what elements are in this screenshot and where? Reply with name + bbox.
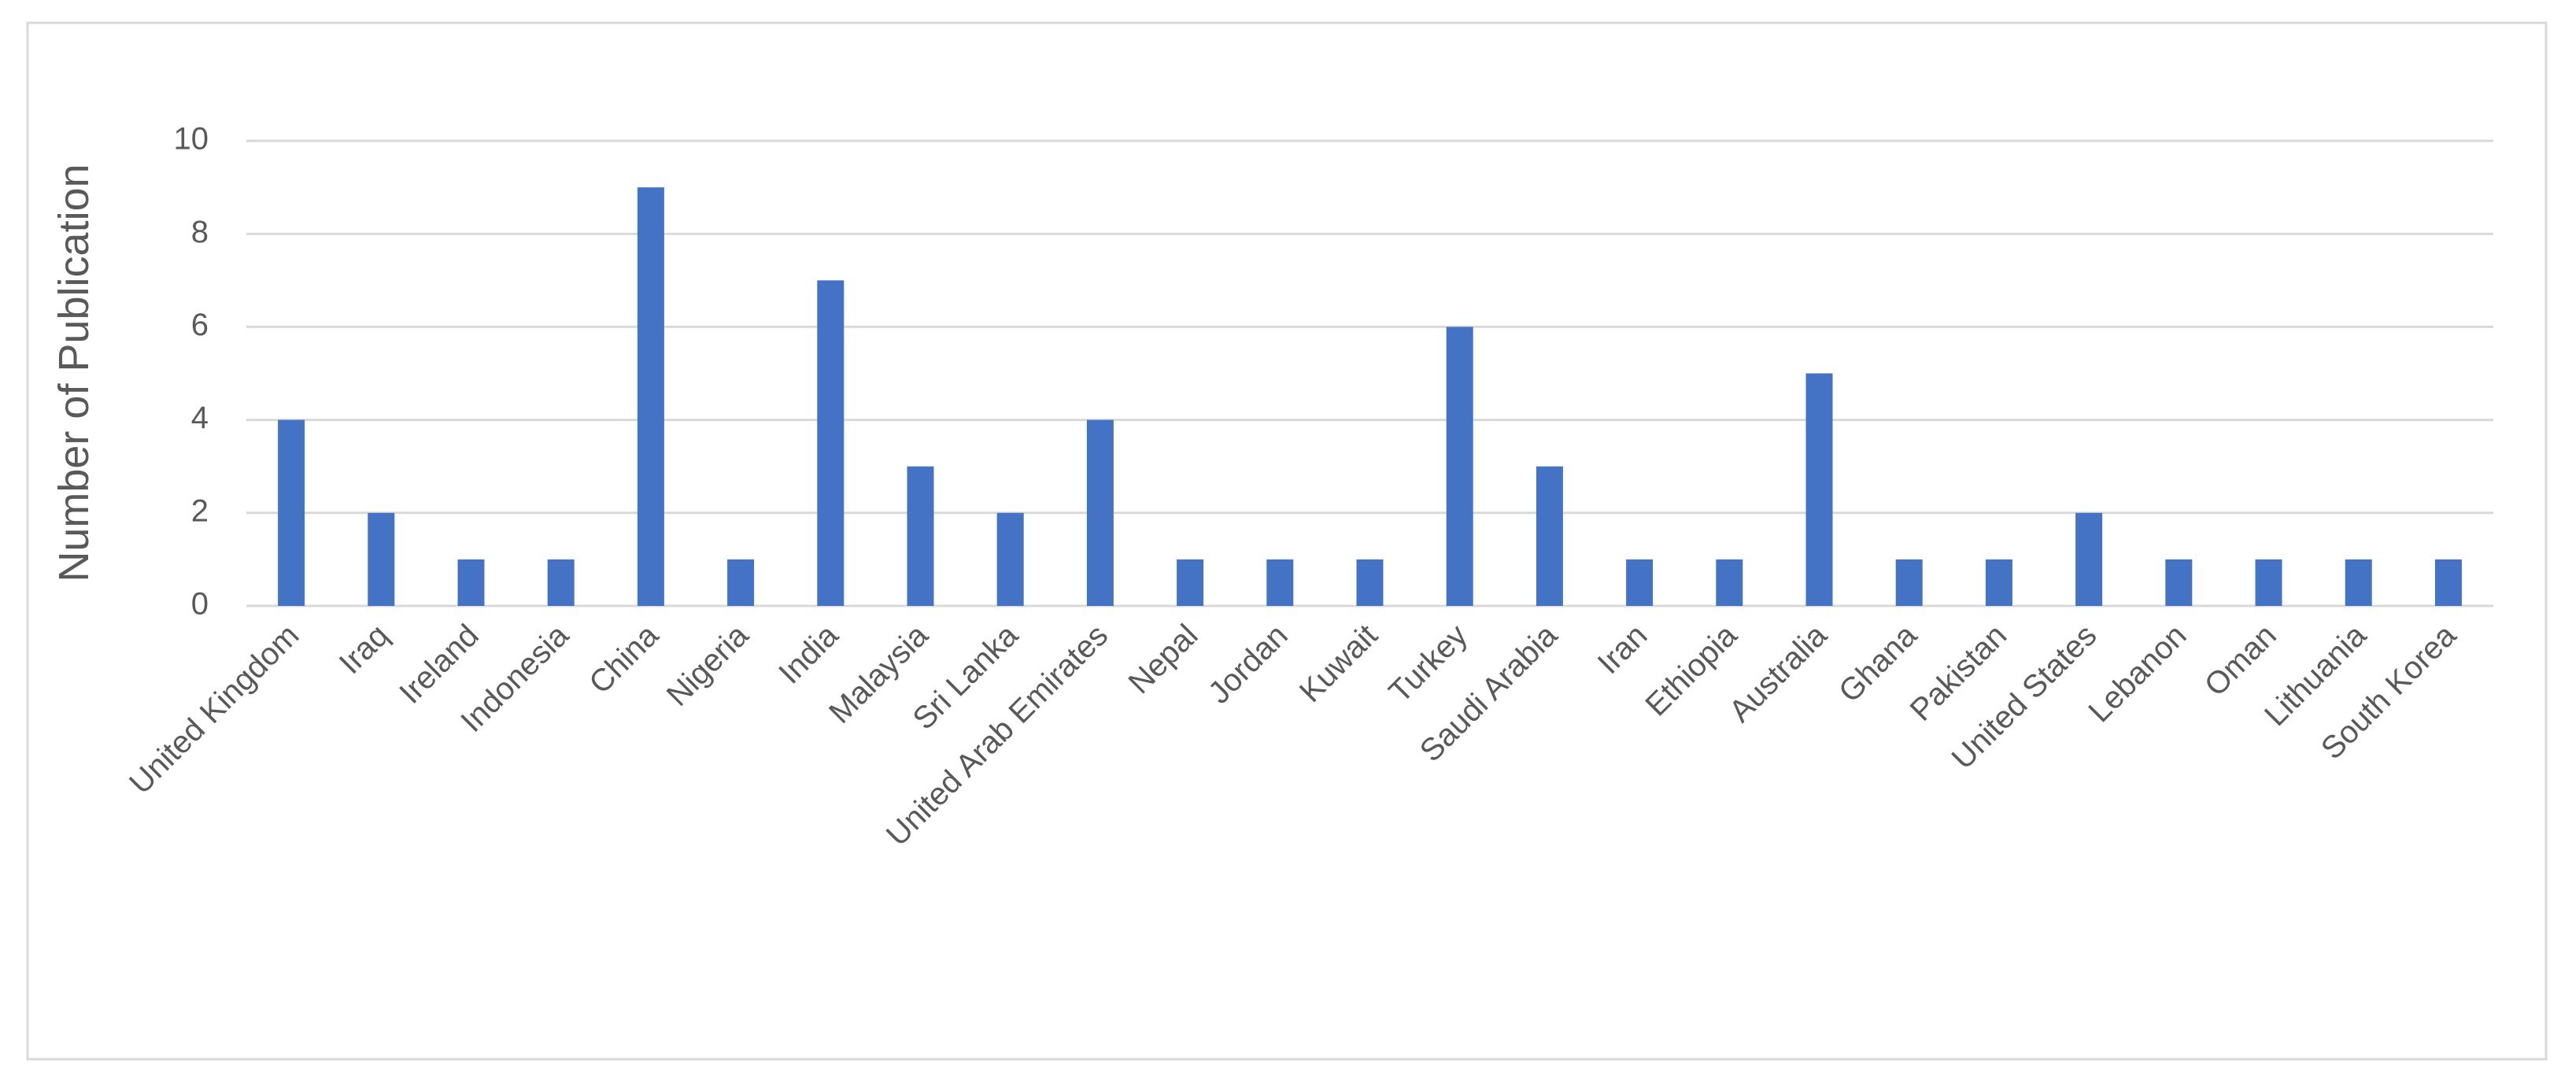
bar <box>817 280 844 606</box>
bar <box>1266 559 1294 606</box>
y-tick-label: 8 <box>191 215 209 249</box>
bar <box>1716 559 1743 606</box>
x-tick-label: India <box>772 618 845 691</box>
chart-border <box>26 21 2548 1061</box>
x-tick-label: Nepal <box>1122 618 1204 700</box>
bar <box>2255 559 2282 606</box>
bar <box>1626 559 1654 606</box>
x-tick-label: Australia <box>1723 618 1835 729</box>
x-tick-label: United Kingdom <box>123 618 305 800</box>
y-tick-label: 0 <box>191 587 209 622</box>
bar <box>727 559 755 606</box>
x-tick-label: Iraq <box>333 618 396 681</box>
bar <box>1086 419 1114 606</box>
x-tick-label: Ghana <box>1832 618 1924 710</box>
bar <box>996 512 1024 606</box>
x-tick-label: China <box>582 618 666 701</box>
bar <box>2345 559 2372 606</box>
bar <box>2434 559 2462 606</box>
bar <box>1805 373 1833 606</box>
bar <box>2165 559 2193 606</box>
y-tick-label: 10 <box>174 122 209 157</box>
y-axis-title: Number of Publication <box>50 164 98 582</box>
bar <box>457 559 485 606</box>
bar <box>2075 512 2103 606</box>
x-tick-label: Lebanon <box>2082 618 2193 729</box>
y-tick-label: 2 <box>191 493 209 528</box>
y-tick-label: 6 <box>191 308 209 342</box>
bar <box>278 419 305 606</box>
bar <box>1446 327 1473 606</box>
bar <box>368 512 395 606</box>
bar <box>637 187 664 607</box>
bar <box>1177 559 1204 606</box>
bar <box>1895 559 1923 606</box>
bar <box>907 466 934 606</box>
bar <box>1356 559 1384 606</box>
bar <box>547 559 575 606</box>
x-tick-label: Turkey <box>1383 618 1475 710</box>
bar <box>1536 466 1563 606</box>
x-tick-label: Kuwait <box>1293 618 1384 709</box>
bar <box>1985 559 2012 606</box>
y-tick-label: 4 <box>191 401 209 435</box>
x-tick-label: Nigeria <box>660 618 756 713</box>
x-tick-label: Iran <box>1591 618 1654 681</box>
x-tick-label: Oman <box>2198 618 2283 703</box>
x-tick-label: Jordan <box>1202 618 1295 711</box>
